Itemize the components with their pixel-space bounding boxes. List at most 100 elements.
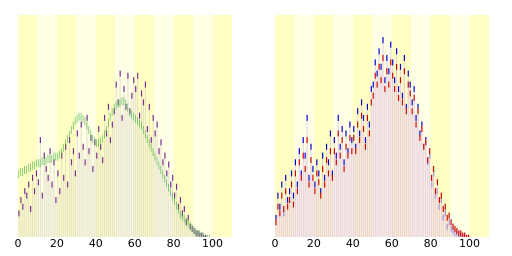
bar xyxy=(41,192,43,237)
bar-cap xyxy=(341,137,343,144)
bar xyxy=(68,130,70,139)
bar xyxy=(335,159,337,237)
bar xyxy=(399,77,402,237)
bar xyxy=(148,139,150,148)
bar xyxy=(427,157,429,237)
bar xyxy=(304,165,306,237)
bar-cap xyxy=(368,121,370,128)
bar xyxy=(150,137,152,237)
bar xyxy=(96,139,97,148)
bar-cap xyxy=(405,108,407,115)
bar-cap xyxy=(275,214,277,221)
bar xyxy=(175,183,178,237)
bar xyxy=(98,126,100,237)
bar xyxy=(189,221,191,230)
bar-cap xyxy=(174,192,176,199)
bar-cap xyxy=(362,126,365,132)
bar-cap xyxy=(413,94,415,101)
bar xyxy=(94,137,96,146)
bar xyxy=(362,126,365,237)
bar xyxy=(289,197,291,237)
bar-cap xyxy=(454,225,456,232)
bar-cap xyxy=(320,188,322,195)
bar-cap xyxy=(392,72,394,79)
bar-cap xyxy=(166,170,168,177)
bar-cap xyxy=(96,152,98,159)
bar-cap xyxy=(43,152,45,159)
bar xyxy=(285,188,287,237)
bar xyxy=(156,121,158,237)
bar-cap xyxy=(277,203,279,210)
x-tick-label: 20 xyxy=(50,237,64,250)
bar xyxy=(78,152,80,237)
bar xyxy=(444,203,446,237)
bar xyxy=(37,159,39,168)
bar xyxy=(107,119,109,128)
bar xyxy=(32,161,33,170)
bar xyxy=(55,197,57,237)
bar-cap xyxy=(306,137,308,144)
bar xyxy=(129,108,131,238)
bar-cap xyxy=(70,159,73,166)
bar-cap xyxy=(123,86,125,93)
bar-cap xyxy=(35,170,38,177)
bar-cap xyxy=(396,48,398,55)
bar xyxy=(195,228,197,237)
bar-cap xyxy=(119,70,121,77)
bar-cap xyxy=(403,54,405,61)
bar xyxy=(187,219,189,228)
bar-cap xyxy=(327,170,330,177)
bar xyxy=(154,152,156,161)
bar-cap xyxy=(386,54,388,61)
bar xyxy=(287,203,289,237)
bar xyxy=(401,99,404,237)
bar xyxy=(372,92,374,237)
bar xyxy=(55,152,57,161)
bar-cap xyxy=(335,152,337,159)
bar xyxy=(63,143,64,152)
bar-cap xyxy=(127,72,129,79)
bar xyxy=(67,134,68,143)
bar-cap xyxy=(355,148,357,155)
bar xyxy=(125,103,127,237)
bar xyxy=(26,192,28,237)
bar-cap xyxy=(318,170,320,177)
bar-cap xyxy=(394,77,396,84)
bar xyxy=(357,121,359,237)
bar-cap xyxy=(18,210,20,217)
bar xyxy=(84,117,86,126)
bar-cap xyxy=(415,121,417,128)
bar-cap xyxy=(47,174,49,181)
bar-cap xyxy=(397,94,400,101)
bar-cap xyxy=(446,214,448,221)
bar-cap xyxy=(458,230,460,237)
bar-cap xyxy=(314,181,316,188)
bar-cap xyxy=(302,152,304,159)
bar xyxy=(45,157,47,166)
bar-cap xyxy=(294,159,297,166)
bar-cap xyxy=(121,114,123,121)
bar xyxy=(74,117,76,126)
bar xyxy=(193,225,195,234)
bar-cap xyxy=(277,192,279,199)
bar-cap xyxy=(140,90,143,97)
x-tick-label: 60 xyxy=(385,237,399,250)
bar xyxy=(378,63,380,238)
bar xyxy=(127,72,129,237)
bar xyxy=(191,223,193,232)
bar xyxy=(86,121,88,130)
bar-cap xyxy=(364,143,367,150)
bar xyxy=(166,179,168,188)
bar xyxy=(312,174,314,237)
bar xyxy=(39,137,41,237)
bar xyxy=(327,170,330,237)
bar-cap xyxy=(366,103,368,110)
bar xyxy=(68,137,71,237)
bar-cap xyxy=(335,159,337,166)
bar-cap xyxy=(322,152,324,159)
bar xyxy=(28,163,29,172)
bar-cap xyxy=(290,170,293,177)
bar xyxy=(49,154,51,163)
bar xyxy=(168,161,170,237)
bar-cap xyxy=(349,121,351,128)
